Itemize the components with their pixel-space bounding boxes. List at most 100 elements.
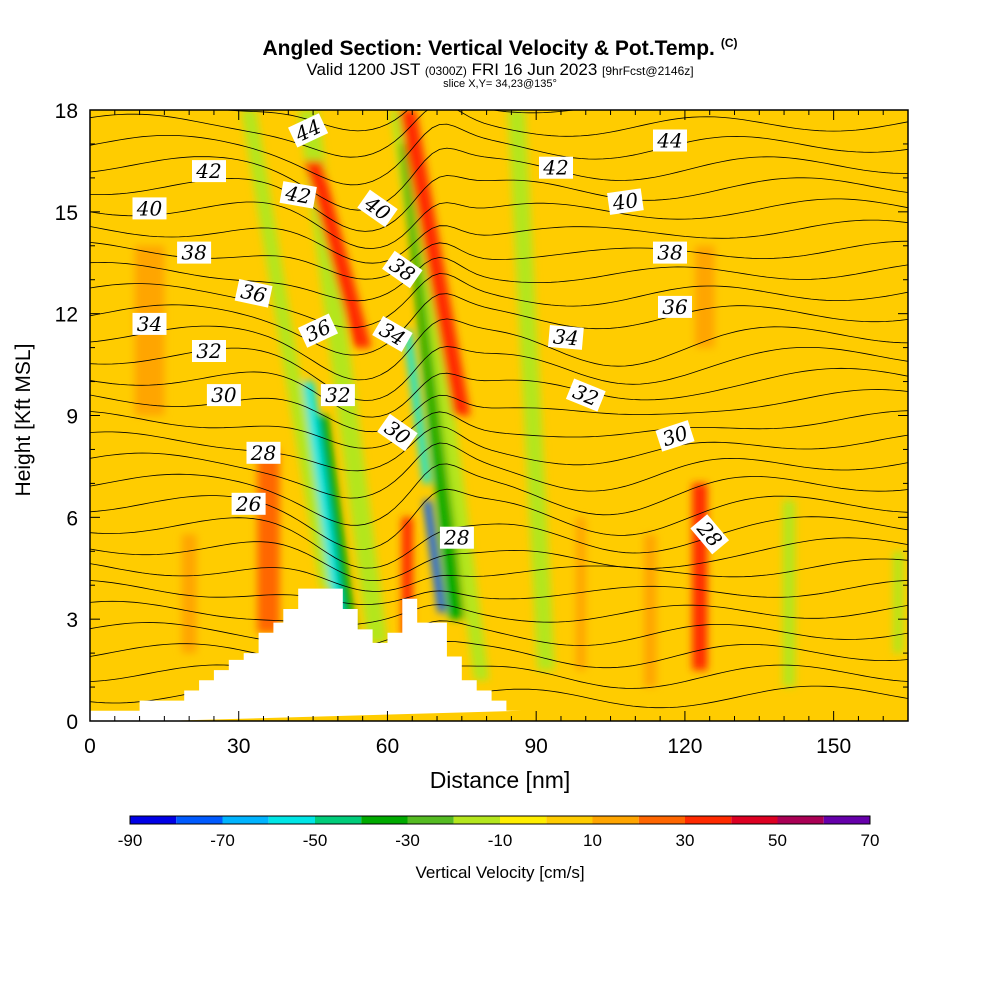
isentrope-label: 36 (658, 295, 692, 319)
velocity-band (694, 245, 715, 348)
y-tick-label: 0 (66, 711, 78, 734)
isentrope-label-box (565, 378, 606, 412)
isentrope-label-text: 44 (656, 129, 682, 153)
subtitle-valid-time: Valid 1200 JST (306, 60, 421, 79)
isentrope-line (90, 410, 908, 449)
isentrope-line (90, 318, 908, 381)
isentrope-label-box (653, 129, 687, 152)
velocity-band (893, 551, 904, 654)
isentrope-label: 42 (192, 159, 226, 183)
isentrope-label-box (132, 312, 167, 335)
isentrope-label-box (297, 313, 339, 348)
isentrope-line (90, 558, 908, 592)
colorbar-tick-label: -10 (488, 831, 513, 850)
colorbar-swatch (546, 816, 593, 824)
chart-title: Angled Section: Vertical Velocity & Pot.… (0, 36, 1000, 61)
isentrope-label-box (658, 295, 692, 318)
isentrope-line (90, 463, 908, 526)
velocity-band (257, 449, 280, 633)
isentrope-label-text: 42 (542, 156, 568, 180)
isentrope-line (90, 425, 908, 472)
terrain-mask (90, 588, 522, 721)
colorbar-swatch (222, 816, 269, 824)
colorbar-tick-label: -90 (118, 831, 143, 850)
isentrope-line (90, 256, 908, 302)
x-tick-label: 90 (525, 735, 548, 758)
isentrope-line (90, 346, 908, 401)
isentrope-label-box (357, 189, 398, 228)
isentrope-label-box (690, 514, 730, 555)
isentrope-line (90, 367, 908, 418)
isentrope-label-text: 32 (325, 383, 350, 407)
isentrope-label: 34 (132, 312, 167, 336)
colorbar-tick-label: -50 (303, 831, 328, 850)
isentrope-label: 26 (231, 492, 266, 516)
velocity-band (181, 534, 197, 654)
chart-subtitle: Valid 1200 JST (0300Z) FRI 16 Jun 2023 [… (0, 60, 1000, 80)
isentrope-label: 42 (539, 156, 573, 180)
isentrope-label: 40 (607, 188, 644, 215)
y-tick-label: 12 (55, 304, 78, 327)
y-tick-label: 6 (66, 507, 78, 530)
colorbar-swatch (315, 816, 362, 824)
isentrope-line (90, 488, 908, 550)
isentrope-label-box (539, 156, 573, 179)
isentrope-line (90, 123, 908, 186)
colorbar-swatch (592, 816, 639, 824)
colorbar-swatch (407, 816, 454, 824)
isentrope-label-box (320, 384, 355, 407)
isentrope-label-text: 38 (657, 241, 682, 265)
y-tick-label: 9 (66, 406, 78, 429)
isentrope-label-text: 40 (136, 196, 163, 220)
velocity-band (302, 381, 349, 640)
isentrope-line (90, 198, 908, 249)
colorbar: -90 -70 -50 -30 -10 10 30 50 70 (118, 815, 879, 850)
isentrope-line (90, 620, 908, 650)
y-tick-label: 3 (66, 609, 78, 632)
isentrope-label-box (377, 413, 418, 452)
velocity-band (403, 330, 431, 484)
subtitle-forecast: [9hrFcst@2146z] (602, 64, 694, 78)
isentrope-line (90, 293, 908, 356)
isentrope-line (90, 442, 908, 499)
isentrope-label-box (192, 160, 226, 183)
isentrope-label-text: 30 (211, 383, 237, 407)
x-axis-label: Distance [nm] (429, 767, 571, 793)
isentrope-line (90, 147, 908, 211)
isentrope-label-text: 42 (283, 181, 313, 209)
isentrope-label: 28 (246, 441, 281, 465)
velocity-band (782, 500, 796, 688)
y-tick-label: 15 (55, 202, 78, 225)
isentrope-label-box (288, 113, 329, 148)
isentrope-label: 44 (653, 129, 687, 153)
isentrope-label-box (132, 197, 167, 220)
isentrope-label-text: 32 (196, 339, 221, 363)
isentrope-label-box (177, 241, 212, 264)
y-axis-label: Height [Kft MSL] (12, 343, 35, 497)
colorbar-swatch (685, 816, 732, 824)
velocity-background (90, 110, 908, 721)
isentrope-label: 38 (653, 241, 687, 265)
velocity-band (575, 517, 586, 671)
velocity-band (644, 534, 657, 688)
isentrope-label: 32 (320, 383, 355, 407)
isentrope-label-text: 26 (235, 492, 262, 516)
isentrope-label-text: 36 (662, 295, 688, 319)
colorbar-label: Vertical Velocity [cm/s] (415, 863, 585, 882)
x-tick-label: 120 (667, 735, 702, 758)
colorbar-tick-label: 30 (676, 831, 695, 850)
colorbar-swatch (268, 816, 315, 824)
isentrope-label-box (655, 420, 695, 452)
title-text: Angled Section: Vertical Velocity & Pot.… (262, 37, 715, 60)
isentrope-line (90, 600, 908, 626)
colorbar-tick-label: -70 (210, 831, 235, 850)
isentrope-label-text: 38 (181, 241, 206, 265)
isentrope-label: 28 (439, 526, 474, 550)
isentrope-line (90, 537, 908, 582)
subtitle-utc-time: (0300Z) (424, 64, 467, 78)
isentrope-line (90, 110, 908, 158)
colorbar-swatch (777, 816, 824, 824)
velocity-band (423, 500, 446, 613)
isentrope-label-box (206, 384, 241, 407)
